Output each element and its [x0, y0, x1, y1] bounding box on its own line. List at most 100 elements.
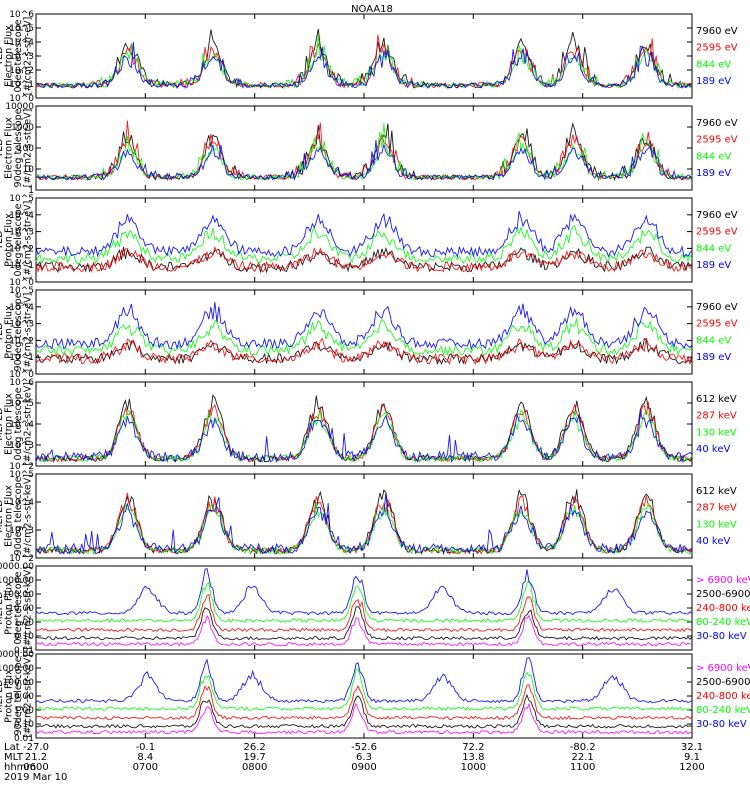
footer-value: 72.2	[462, 742, 484, 753]
panel-frame	[35, 197, 693, 283]
footer-value: 1100	[570, 762, 595, 773]
footer-date: 2019 Mar 10	[4, 772, 67, 783]
y-axis-label-line: 0deg telescope	[13, 571, 24, 644]
legend-entry: 7960 eV	[696, 26, 738, 37]
footer-value: 13.8	[462, 752, 484, 763]
series-line-3	[35, 225, 693, 265]
y-tick-label: 1.00	[14, 618, 34, 628]
legend-entry: 7960 eV	[696, 302, 738, 313]
legend-entry: 7960 eV	[696, 210, 738, 221]
legend-entry: 189 eV	[696, 76, 731, 87]
y-tick-label: 10^4	[9, 303, 34, 313]
footer-row-label: MLT	[4, 752, 24, 763]
y-axis-label-line: TED	[0, 322, 5, 342]
legend-entry: 80-240 keV	[696, 705, 750, 716]
y-tick-label: 10^0	[9, 278, 34, 288]
footer-value: -0.1	[136, 742, 156, 753]
y-axis-label-line: TED	[0, 46, 5, 66]
footer-value: 32.1	[681, 742, 703, 753]
legend-entry: 844 eV	[696, 59, 731, 70]
legend-entry: 240-800 keV	[696, 603, 750, 614]
y-tick-label: 10^3	[9, 526, 34, 536]
series-line-3	[35, 593, 693, 633]
series-line-4	[35, 579, 693, 624]
footer-value: -80.2	[570, 742, 596, 753]
y-axis-label-line: 90deg telescope	[13, 656, 24, 735]
y-axis-label: MEPEDProton Flux90deg telescope[#/cm2-s-…	[0, 654, 34, 738]
footer-value: 22.1	[572, 752, 594, 763]
y-axis-label-line: 90deg telescope	[13, 108, 24, 187]
series-line-2	[35, 606, 693, 641]
legend-entry: 287 keV	[696, 503, 737, 514]
y-tick-label: 10^1	[9, 353, 34, 363]
series-line-2	[35, 245, 693, 273]
y-tick-label: 10^2	[9, 244, 34, 254]
y-tick-label: 10	[23, 165, 35, 175]
series-line-5	[35, 657, 693, 704]
y-tick-label: 10.00	[8, 692, 34, 702]
legend-entry: 2595 eV	[696, 43, 738, 54]
y-tick-label: 10^4	[9, 38, 34, 48]
series-line-2	[35, 693, 693, 729]
panel-frame	[35, 105, 693, 191]
y-tick-label: 1	[28, 186, 34, 196]
y-tick-label: 10^2	[9, 66, 34, 76]
y-axis-label-line: MEPED	[0, 499, 5, 532]
y-tick-label: 1000.00	[0, 664, 34, 674]
series-line-3	[35, 318, 693, 357]
y-tick-label: 10^5	[9, 194, 34, 204]
series-line-1	[35, 614, 692, 647]
chart-title: NOAA18	[351, 4, 393, 15]
footer-value: 9.1	[684, 752, 700, 763]
y-axis-label-line: MEPED	[0, 679, 5, 712]
y-axis-label-line: 0deg telescope	[13, 203, 24, 276]
y-tick-label: 0.01	[14, 646, 34, 656]
y-axis-label: TEDProton Flux0deg telescope[#/cm2-s-str…	[0, 201, 34, 280]
footer-value: 26.2	[244, 742, 266, 753]
legend-entry: 30-80 keV	[696, 631, 747, 642]
y-tick-label: 10^0	[9, 370, 34, 380]
y-tick-label: 1000.00	[0, 576, 34, 586]
panel-8: 0.010.101.0010.00100.001000.0010000.00ME…	[0, 650, 750, 744]
y-axis-label: TEDElectron Flux0deg telescope[#/cm2-s-s…	[0, 17, 34, 96]
y-tick-label: 0.10	[14, 632, 34, 642]
series-line-4	[35, 139, 693, 181]
y-axis-label-line: 90deg telescope	[13, 476, 24, 555]
y-tick-label: 10^6	[9, 378, 34, 388]
y-tick-label: 10^6	[9, 10, 34, 20]
y-axis-label-line: [#/cm2-s-str-keV]	[23, 474, 34, 558]
y-axis-label: TEDElectron Flux90deg telescope[#/cm2-s-…	[0, 108, 34, 187]
legend-entry: 2595 eV	[696, 227, 738, 238]
series-line-4	[35, 301, 693, 351]
y-axis-label: MEPEDElectron Flux90deg telescope[#/cm2-…	[0, 474, 34, 558]
y-tick-label: 1.00	[14, 706, 34, 716]
footer-value: -52.6	[351, 742, 377, 753]
legend-entry: 189 eV	[696, 168, 731, 179]
legend-entry: 130 keV	[696, 519, 737, 530]
panel-frame	[35, 565, 693, 651]
series-line-4	[35, 668, 693, 712]
y-axis-label-line: MEPED	[0, 591, 5, 624]
series-line-4	[35, 492, 693, 555]
legend-entry: > 6900 keV	[696, 663, 750, 674]
y-axis-label: MEPEDElectron Flux0deg telescope[#/cm2-s…	[0, 382, 34, 466]
footer-value: 0900	[351, 762, 376, 773]
footer-value: 0800	[242, 762, 267, 773]
legend-entry: 2595 eV	[696, 319, 738, 330]
legend-entry: 287 keV	[696, 411, 737, 422]
legend-entry: 130 keV	[696, 427, 737, 438]
y-axis-label-line: [#/cm2-s-str-eV]	[23, 17, 34, 96]
y-tick-label: 10^2	[9, 554, 34, 564]
series-line-4	[35, 410, 693, 464]
series-line-4	[35, 41, 693, 89]
legend-entry: 80-240 keV	[696, 617, 750, 628]
y-axis-label-line: 0deg telescope	[13, 387, 24, 460]
y-tick-label: 10^3	[9, 441, 34, 451]
series-line-2	[35, 120, 693, 181]
series-line-2	[35, 337, 693, 366]
footer-row-label: Lat	[4, 742, 20, 753]
y-tick-label: 10^4	[9, 498, 34, 508]
y-axis-label-line: Proton Flux	[4, 305, 15, 359]
